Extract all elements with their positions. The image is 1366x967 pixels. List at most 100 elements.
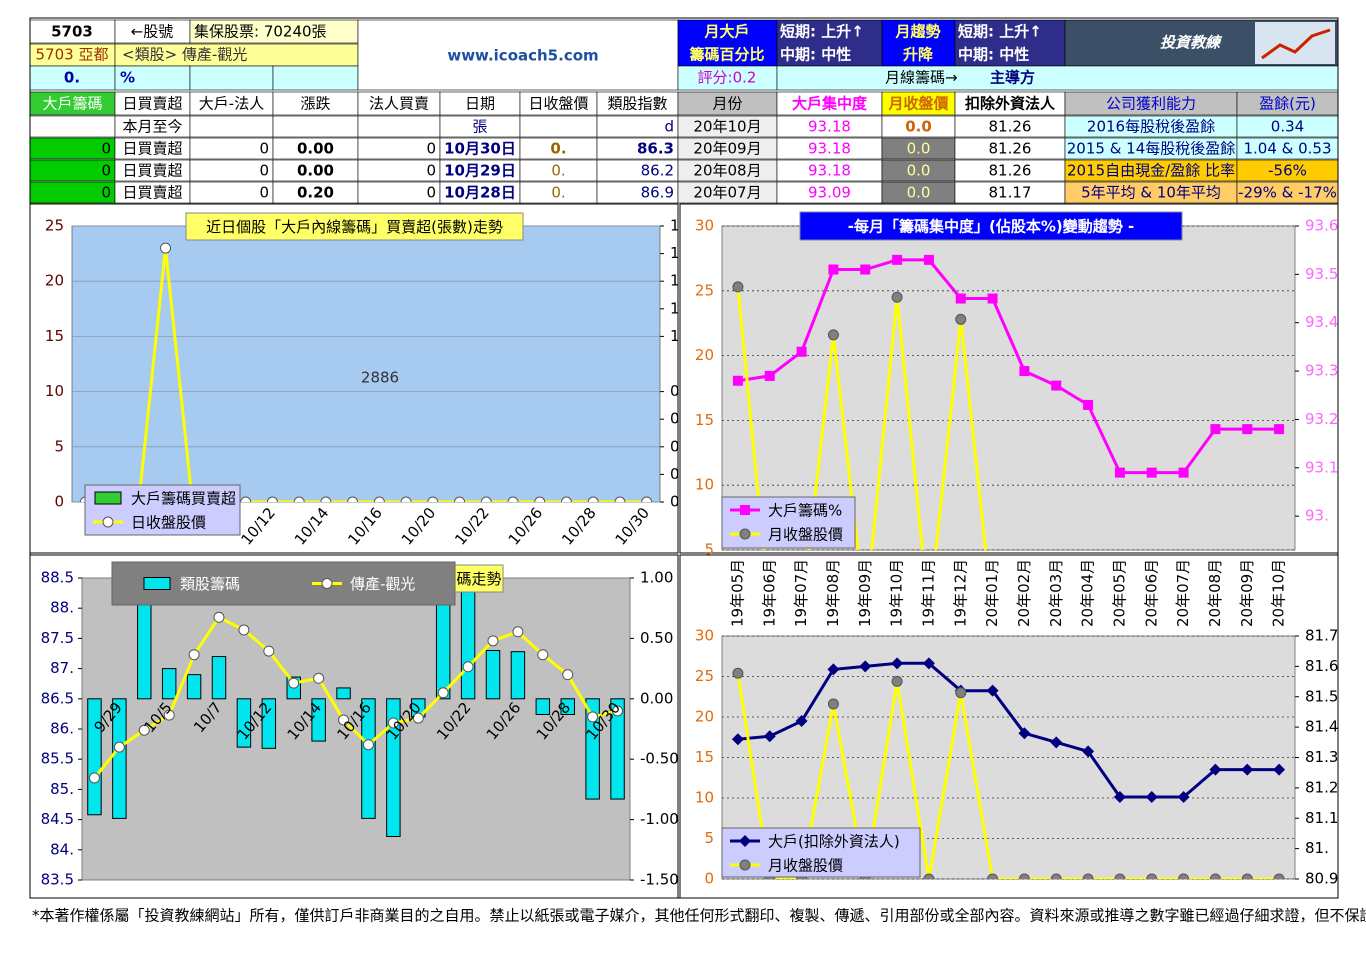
y-tick-label: 30 <box>695 217 714 235</box>
point-marker <box>412 712 424 724</box>
point-marker <box>891 675 903 687</box>
y-tick-label: 25 <box>695 667 714 685</box>
column-header: 盈餘(元) <box>1259 95 1316 113</box>
table-cell <box>357 115 441 138</box>
cell-text: 評分:0.2 <box>698 69 757 87</box>
cell-text: 0 <box>101 140 111 158</box>
cell-text: 籌碼百分比 <box>689 46 764 64</box>
y-tick-label: 25 <box>45 217 64 235</box>
y2-tick-label: 80.9 <box>1305 870 1338 888</box>
legend-label: 月收盤股價 <box>768 526 843 544</box>
column-header: 大戶集中度 <box>792 95 868 113</box>
point-marker <box>827 329 839 341</box>
point-marker <box>1145 790 1158 803</box>
y2-tick-label: -1.00 <box>640 810 679 828</box>
cell-text: 中期: 中性 <box>780 46 851 64</box>
cell-text: 0 <box>101 162 111 180</box>
table-cell <box>357 19 679 91</box>
cell-text: 93.09 <box>808 184 851 202</box>
cell-text: 0.20 <box>297 184 334 202</box>
point-marker <box>1178 467 1189 478</box>
point-marker <box>437 687 449 699</box>
plot-marks <box>731 657 1286 879</box>
cell-text: 0.34 <box>1271 118 1304 136</box>
series-line <box>736 286 988 550</box>
table-cell <box>189 115 274 138</box>
point-marker <box>795 715 808 728</box>
point-marker <box>1083 399 1094 410</box>
y2-tick-label: 81. <box>1305 839 1329 857</box>
y2-tick-label: 0 <box>670 465 680 483</box>
point-marker <box>987 293 998 304</box>
point-marker <box>764 370 775 381</box>
point-marker <box>1082 873 1094 879</box>
point-marker <box>923 873 935 879</box>
cell-text: 5703 亞都 <box>36 46 109 64</box>
y-tick-label: 88. <box>50 599 74 617</box>
chart-title: 碼走勢 <box>456 570 501 588</box>
cell-text: 93.18 <box>808 162 851 180</box>
point-marker <box>732 375 743 386</box>
point-marker <box>347 496 359 502</box>
point-marker <box>288 677 300 689</box>
legend-box <box>721 827 921 878</box>
cell-text: 0. <box>551 184 565 202</box>
cell-text: 2015 & 14每股稅後盈餘 <box>1067 140 1236 158</box>
y2-tick-label: 1 <box>670 217 680 235</box>
point-marker <box>1113 790 1126 803</box>
cell-text: 20年07月 <box>693 184 761 202</box>
x-tick-label: 20年01月 <box>983 559 1001 627</box>
cell-text: 1.04 & 0.53 <box>1243 140 1331 158</box>
point-marker <box>266 496 278 502</box>
y2-tick-label: 0.00 <box>640 689 673 707</box>
cell-text: 0.0 <box>907 140 931 158</box>
cell-text: ←股號 <box>131 23 174 41</box>
cell-text: 20年08月 <box>693 162 761 180</box>
cell-text: 升降 <box>903 46 934 64</box>
y2-tick-label: 1 <box>670 244 680 262</box>
series-line <box>737 258 1280 475</box>
legend-label: 大戶(扣除外資法人) <box>768 833 900 851</box>
point-marker <box>320 496 332 502</box>
y2-tick-label: 81.6 <box>1305 657 1338 675</box>
bar <box>610 698 625 800</box>
y-tick-label: 87.5 <box>41 629 74 647</box>
x-tick-label: 20年10月 <box>1270 559 1288 627</box>
column-header: 日買賣超 <box>122 95 182 113</box>
point-marker <box>1146 467 1157 478</box>
point-marker <box>387 717 399 729</box>
x-tick-label: 19年08月 <box>824 559 842 627</box>
outer-border <box>29 17 1339 899</box>
y-tick-label: 5 <box>704 829 714 847</box>
point-marker <box>454 496 466 502</box>
y-tick-label: 15 <box>695 748 714 766</box>
x-tick-label: 19年05月 <box>728 559 746 627</box>
point-marker <box>1242 424 1253 435</box>
bar <box>236 698 252 748</box>
point-marker <box>400 496 412 502</box>
y-tick-label: 88.5 <box>41 569 74 587</box>
y2-tick-label: 0 <box>670 410 680 428</box>
cell-text: 中期: 中性 <box>958 46 1029 64</box>
y-tick-label: 15 <box>695 411 714 429</box>
cell-text: 5年平均 & 10年平均 <box>1081 184 1221 202</box>
cell-text: 93.18 <box>808 140 851 158</box>
cell-text: <類股> 傳產-觀光 <box>122 46 247 64</box>
cell-text: d <box>664 118 674 136</box>
point-marker <box>1019 366 1030 377</box>
site-title: www.icoach5.com <box>447 47 598 65</box>
point-marker <box>641 496 653 502</box>
cell-text: 0.0 <box>905 118 932 136</box>
cell-text: 0 <box>426 162 436 180</box>
point-marker <box>859 660 872 673</box>
cell-text: 10月28日 <box>444 184 516 202</box>
y-tick-label: 0 <box>704 870 714 888</box>
bar <box>336 687 351 700</box>
point-marker <box>763 730 776 743</box>
x-tick-label: 19年12月 <box>951 559 969 627</box>
point-marker <box>986 684 999 697</box>
plot-area <box>71 225 661 503</box>
cell-text: % <box>120 69 135 87</box>
point-marker <box>1114 873 1126 879</box>
chart-title-box <box>454 564 504 593</box>
